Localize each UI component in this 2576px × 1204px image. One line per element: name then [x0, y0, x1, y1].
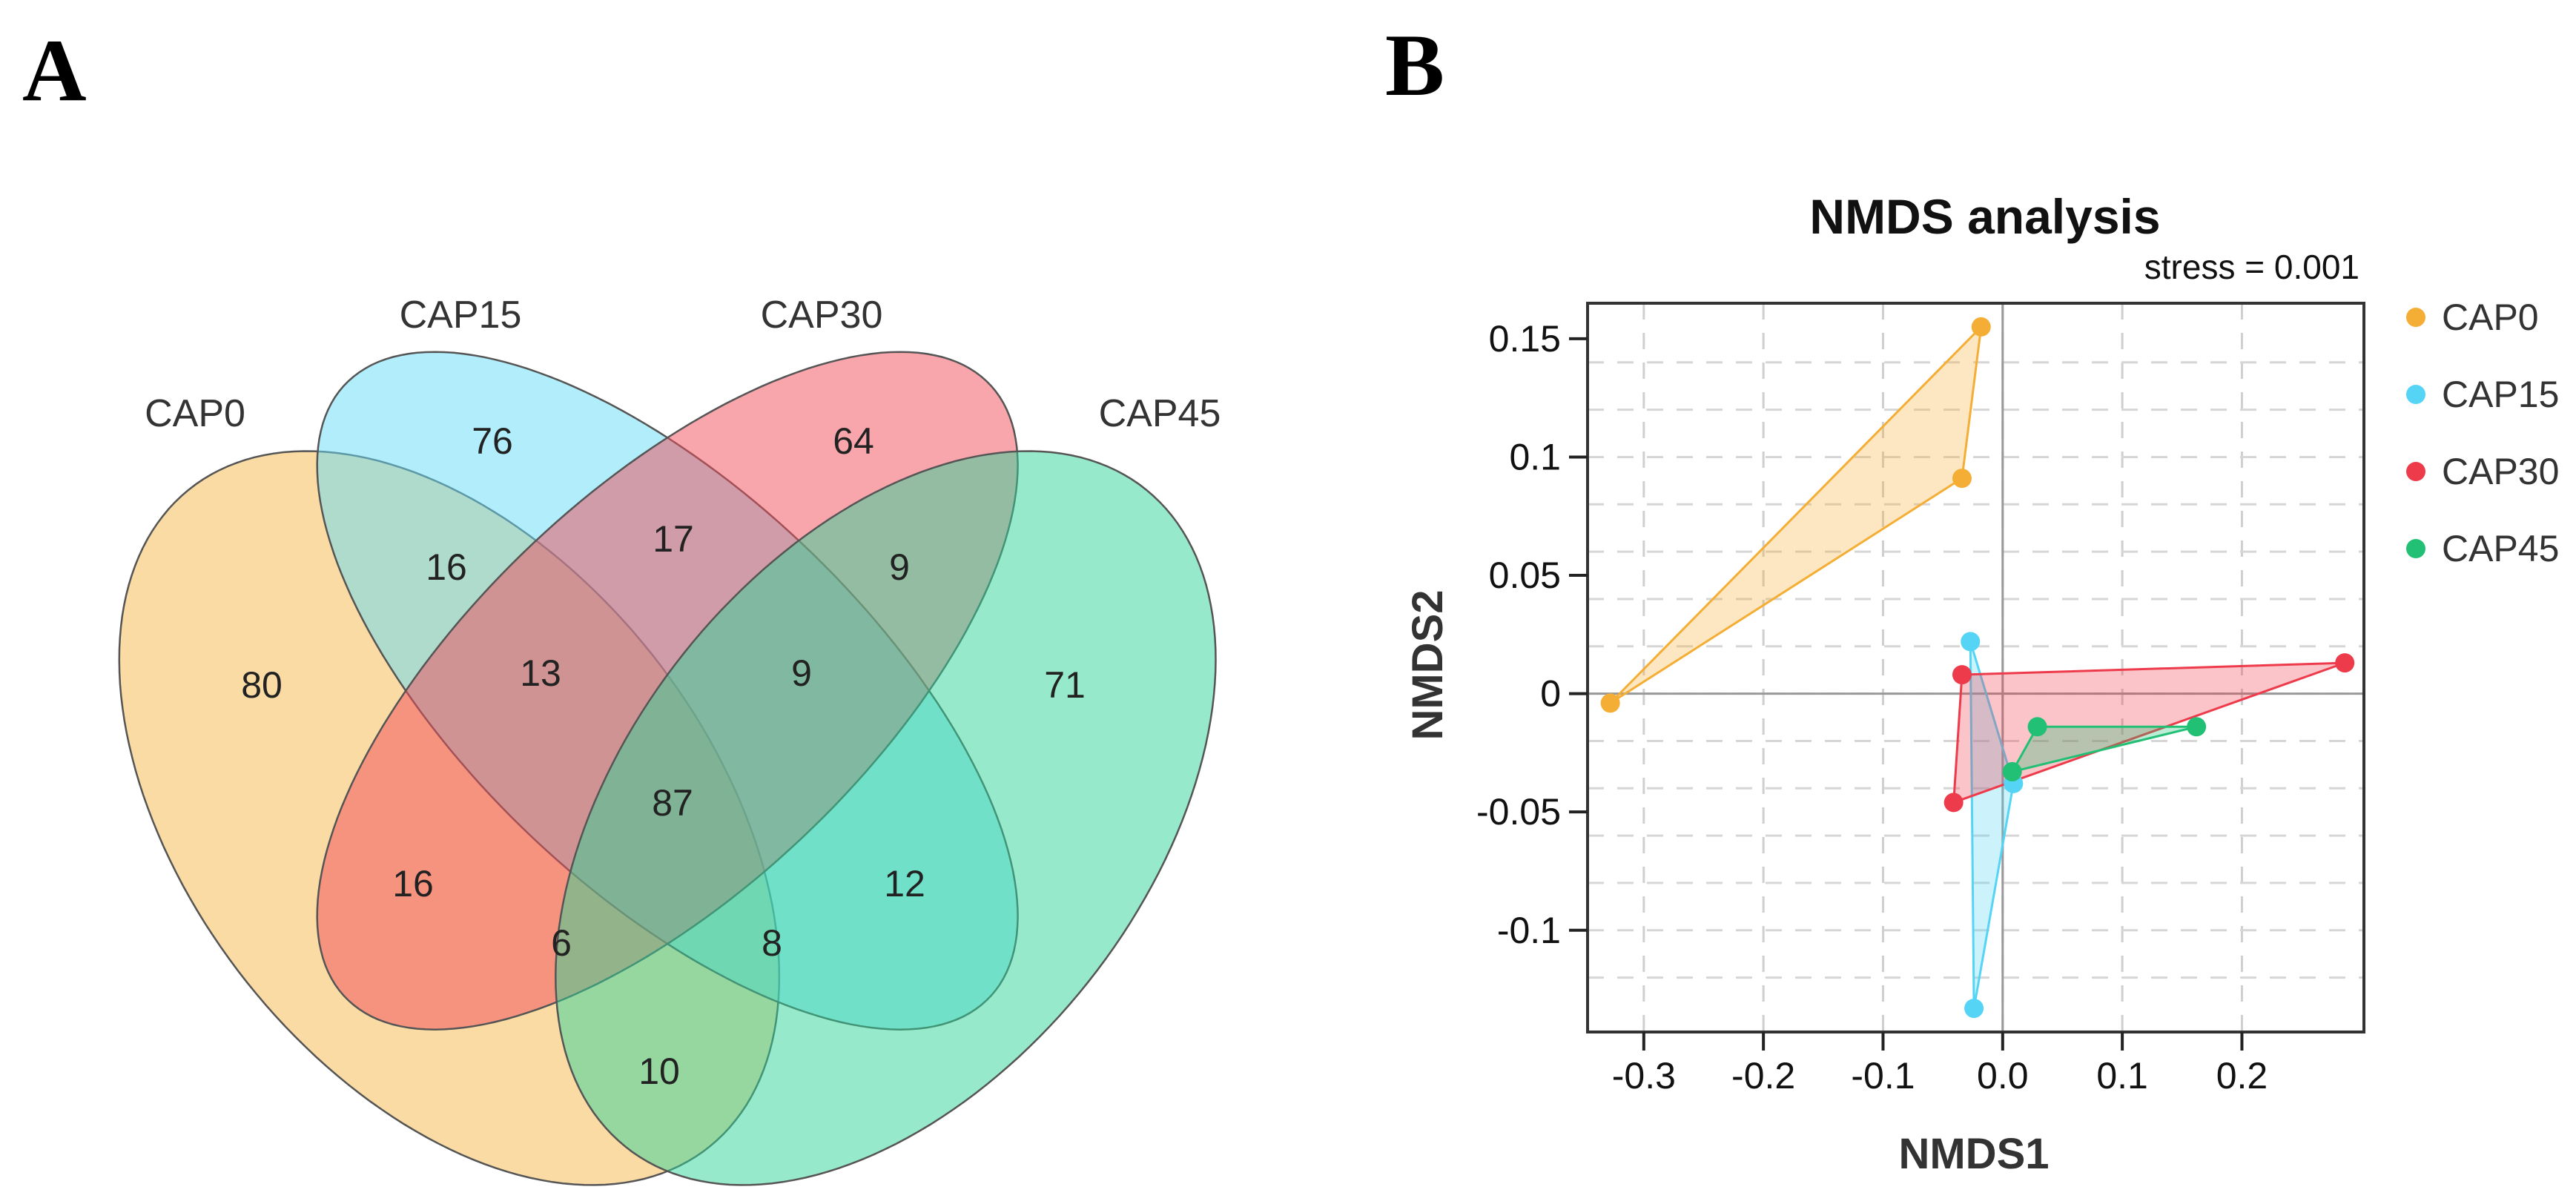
point-cap30: [2335, 653, 2355, 673]
x-axis-label: NMDS1: [1898, 1130, 2049, 1178]
venn-count-cap0-cap30: 16: [392, 863, 434, 904]
x-tick-label: 0.2: [2216, 1055, 2268, 1096]
venn-count-cap15-cap45: 12: [884, 863, 925, 904]
venn-count-cap0-cap15-cap45: 8: [762, 922, 782, 964]
venn-count-cap15-cap30-cap45: 9: [791, 652, 812, 694]
stress-label: stress = 0.001: [2144, 248, 2359, 286]
y-tick-label: 0.05: [1489, 555, 1561, 596]
venn-label-cap15: CAP15: [400, 294, 522, 337]
venn-count-cap45-only: 71: [1044, 664, 1086, 706]
chart-title: NMDS analysis: [1809, 189, 2160, 244]
point-cap45: [2187, 717, 2207, 737]
venn-count-cap0-cap15-cap30: 13: [520, 652, 561, 694]
venn-count-cap30-only: 64: [833, 420, 874, 462]
x-tick-label: 0.0: [1977, 1055, 2029, 1096]
panel-label-a: A: [22, 21, 87, 119]
y-tick-label: 0.15: [1489, 318, 1561, 360]
axis-ticks: -0.3 -0.2 -0.1 0.0 0.1 0.2 -0.1 -0.05 0 0.05 0.1 0.…: [1476, 318, 2268, 1096]
venn-count-cap0-cap45: 10: [638, 1051, 680, 1092]
hull-cap30: [1952, 661, 2345, 804]
point-cap45: [2002, 761, 2022, 781]
point-cap0: [1952, 469, 1972, 489]
x-tick-label: -0.1: [1851, 1055, 1915, 1096]
point-cap45: [2027, 717, 2047, 737]
venn-label-cap30: CAP30: [761, 294, 883, 337]
hull-cap0: [1609, 323, 1983, 704]
legend-marker-cap0: [2406, 308, 2425, 327]
legend-marker-cap30: [2406, 462, 2425, 481]
venn-diagram: CAP0 CAP15 CAP30 CAP45 76 64 16 17 9 80 …: [118, 294, 1221, 1186]
venn-count-cap0-cap15: 16: [426, 546, 467, 588]
legend-marker-cap15: [2406, 385, 2425, 404]
legend-marker-cap45: [2406, 539, 2425, 558]
point-cap15: [1964, 999, 1984, 1019]
venn-label-cap45: CAP45: [1099, 392, 1221, 435]
venn-label-cap0: CAP0: [145, 392, 245, 435]
group-hulls: [1609, 323, 2345, 1009]
legend-label-cap15: CAP15: [2442, 374, 2559, 415]
y-tick-label: -0.1: [1497, 910, 1561, 951]
hull-cap45: [2009, 725, 2197, 774]
x-tick-label: -0.2: [1731, 1055, 1795, 1096]
nmds-chart: NMDS analysis stress = 0.001 -0.3 -0.2 -0.…: [1404, 189, 2559, 1178]
point-cap0: [1600, 693, 1620, 713]
venn-count-cap30-cap45: 9: [889, 546, 910, 588]
venn-count-cap0-only: 80: [241, 664, 283, 706]
venn-count-all: 87: [652, 782, 693, 824]
panel-label-b: B: [1385, 16, 1444, 114]
legend: CAP0 CAP15 CAP30 CAP45: [2406, 297, 2559, 569]
point-cap30: [1952, 665, 1972, 685]
venn-count-cap15-only: 76: [472, 420, 513, 462]
legend-label-cap30: CAP30: [2442, 451, 2559, 492]
legend-label-cap0: CAP0: [2442, 297, 2539, 338]
y-axis-label: NMDS2: [1404, 589, 1452, 740]
x-tick-label: 0.1: [2096, 1055, 2148, 1096]
plot-frame: [1586, 302, 2365, 1033]
point-cap30: [1943, 793, 1964, 813]
point-cap15: [1961, 632, 1981, 652]
x-tick-label: -0.3: [1612, 1055, 1676, 1096]
hull-cap15: [1969, 641, 2015, 1009]
y-tick-label: 0: [1540, 673, 1561, 715]
data-points: [1600, 317, 2355, 1019]
venn-count-cap0-cap30-cap45: 6: [551, 922, 572, 964]
y-tick-label: -0.05: [1476, 791, 1561, 833]
venn-ellipse-cap45: [555, 450, 1217, 1186]
venn-count-cap15-cap30: 17: [653, 518, 694, 560]
legend-label-cap45: CAP45: [2442, 528, 2559, 569]
y-tick-label: 0.1: [1509, 436, 1561, 477]
point-cap0: [1971, 317, 1991, 337]
